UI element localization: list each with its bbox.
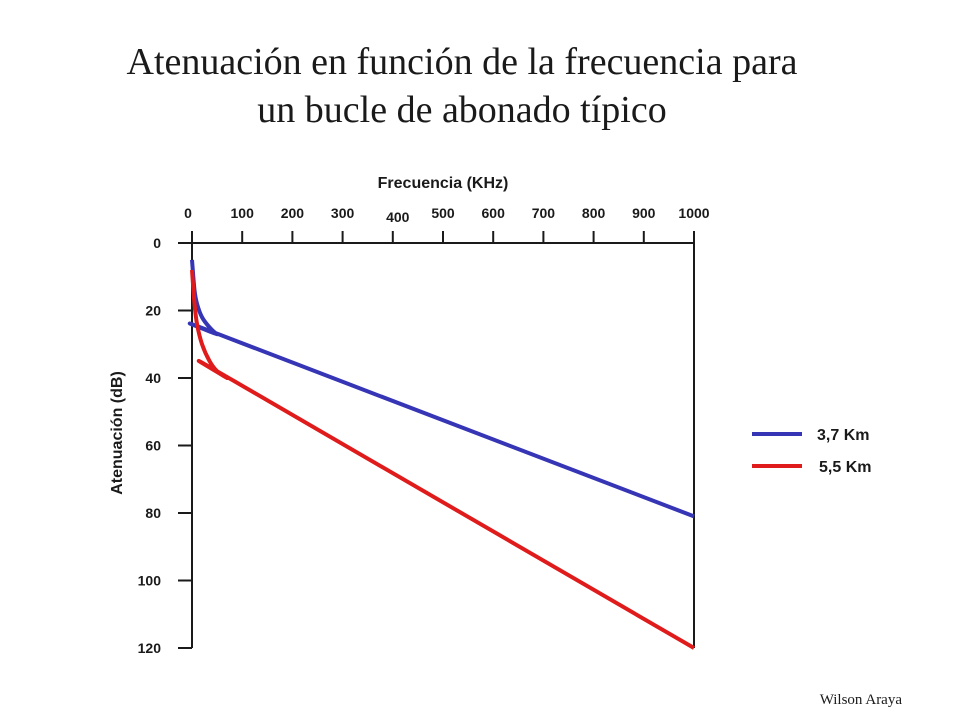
y-tick-label: 0 bbox=[153, 235, 161, 251]
x-tick-label: 800 bbox=[582, 205, 606, 221]
x-tick-label: 500 bbox=[431, 205, 455, 221]
legend-label-1: 3,7 Km bbox=[817, 427, 869, 444]
x-tick-label: 600 bbox=[482, 205, 506, 221]
chart-title-line-1: Atenuación en función de la frecuencia p… bbox=[126, 41, 798, 83]
series-line-2 bbox=[190, 269, 696, 650]
y-tick-label: 120 bbox=[138, 640, 162, 656]
x-tick-label: 100 bbox=[231, 205, 255, 221]
y-tick-label: 40 bbox=[145, 370, 161, 386]
x-tick-label: 0 bbox=[184, 205, 192, 221]
x-tick-label: 700 bbox=[532, 205, 556, 221]
x-tick-label: 1000 bbox=[678, 205, 709, 221]
y-tick-label: 60 bbox=[145, 438, 161, 454]
series-line-1 bbox=[187, 259, 695, 519]
legend-label-2: 5,5 Km bbox=[819, 459, 871, 476]
x-axis-title: Frecuencia (KHz) bbox=[378, 175, 509, 192]
chart-title: Atenuación en función de la frecuencia p… bbox=[0, 38, 924, 134]
x-tick-label: 400 bbox=[386, 209, 410, 225]
x-tick-label: 200 bbox=[281, 205, 305, 221]
x-tick-label: 300 bbox=[331, 205, 355, 221]
y-axis-title: Atenuación (dB) bbox=[109, 371, 126, 495]
chart-title-line-2: un bucle de abonado típico bbox=[257, 89, 667, 131]
y-tick-label: 100 bbox=[138, 573, 162, 589]
x-tick-label: 900 bbox=[632, 205, 656, 221]
y-tick-label: 80 bbox=[145, 505, 161, 521]
author-credit: Wilson Araya bbox=[819, 692, 902, 708]
y-tick-label: 20 bbox=[145, 303, 161, 319]
